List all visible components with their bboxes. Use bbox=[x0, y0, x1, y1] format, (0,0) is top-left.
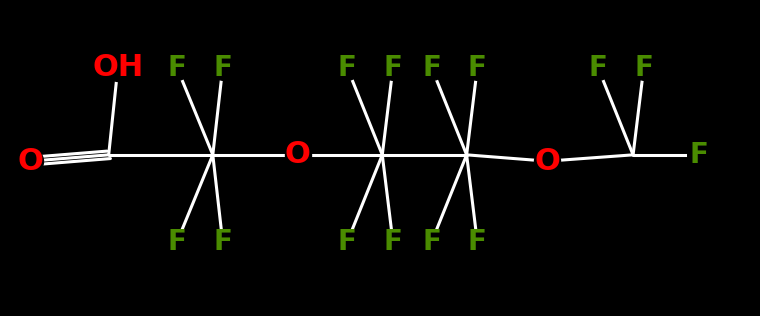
Text: F: F bbox=[384, 54, 402, 82]
Text: F: F bbox=[214, 228, 232, 256]
Text: F: F bbox=[423, 54, 441, 82]
Text: O: O bbox=[285, 140, 311, 169]
Text: F: F bbox=[384, 228, 402, 256]
Text: F: F bbox=[635, 54, 653, 82]
Text: OH: OH bbox=[92, 53, 144, 82]
Text: F: F bbox=[214, 54, 232, 82]
Text: F: F bbox=[338, 228, 356, 256]
Text: F: F bbox=[168, 228, 186, 256]
Text: F: F bbox=[690, 141, 708, 169]
Text: F: F bbox=[589, 54, 607, 82]
Text: F: F bbox=[468, 54, 486, 82]
Text: F: F bbox=[468, 228, 486, 256]
Text: F: F bbox=[423, 228, 441, 256]
Text: F: F bbox=[168, 54, 186, 82]
Text: O: O bbox=[534, 147, 560, 176]
Text: F: F bbox=[338, 54, 356, 82]
Text: O: O bbox=[17, 147, 43, 176]
